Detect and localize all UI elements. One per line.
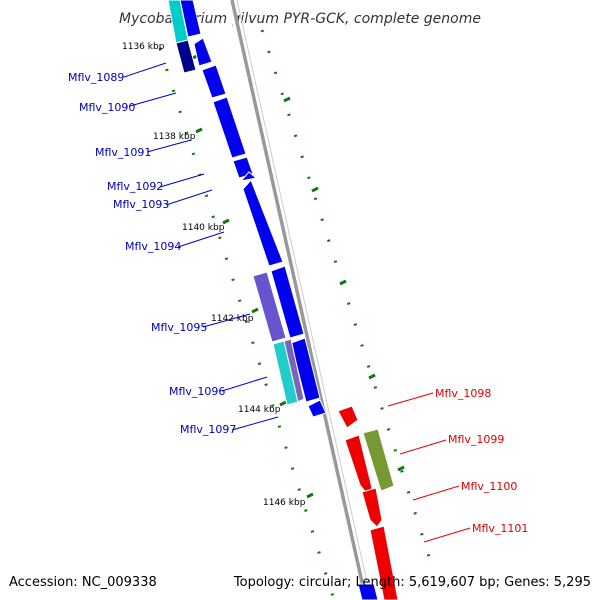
tick-track-right [260,29,432,561]
forward-strand-features [337,405,399,600]
gene-label: Mflv_1089 [68,71,124,84]
gene-feature-forward [337,405,359,429]
gene-feature-violet [252,271,287,343]
gene-feature-violet [283,338,305,403]
gene-leaders-right [387,392,471,543]
gene-label: Mflv_1095 [151,321,207,334]
gene-feature-reverse [307,399,327,418]
gene-feature-reverse [242,179,284,267]
gene-feature-olive [362,428,395,492]
major-ticks [192,53,405,499]
gene-feature-navy [175,39,197,74]
gene-labels-right: Mflv_1098 Mflv_1099 Mflv_1100 Mflv_1101 [435,387,528,535]
gene-feature-reverse [193,37,213,67]
gene-feature-reverse [270,265,305,339]
kbp-label: 1136 kbp [122,42,165,52]
gene-label: Mflv_1099 [448,433,504,446]
kbp-label: 1144 kbp [238,405,281,415]
gene-leaders-left [123,62,279,431]
gene-feature-reverse [290,337,321,403]
gene-label: Mflv_1094 [125,240,181,253]
reverse-strand-features [179,0,327,418]
map-title: Mycobacterium gilvum PYR-GCK, complete g… [119,11,481,27]
kbp-label: 1138 kbp [153,132,196,142]
kbp-label: 1140 kbp [182,223,225,233]
gene-label: Mflv_1100 [461,480,517,493]
gene-label: Mflv_1090 [79,101,135,114]
gene-feature-reverse [212,96,247,159]
gene-label: Mflv_1097 [180,423,236,436]
gene-label: Mflv_1092 [107,180,163,193]
gene-label: Mflv_1093 [113,198,169,211]
gene-feature-forward [369,525,399,600]
gene-feature-reverse [357,583,379,600]
gene-feature-reverse [201,64,227,99]
gene-label: Mflv_1101 [472,522,528,535]
gene-label: Mflv_1091 [95,146,151,159]
accession-text: Accession: NC_009338 [9,575,157,590]
gene-feature-reverse [239,171,258,182]
gene-label: Mflv_1096 [169,385,225,398]
gene-labels-left: Mflv_1089 Mflv_1090 Mflv_1091 Mflv_1092 … [68,71,236,436]
gene-feature-forward [361,487,383,528]
reverse-strand-features-inner [167,0,305,406]
kbp-label: 1146 kbp [263,498,306,508]
topology-text: Topology: circular; Length: 5,619,607 bp… [233,575,591,590]
genome-backbone [227,0,372,600]
gene-label: Mflv_1098 [435,387,491,400]
